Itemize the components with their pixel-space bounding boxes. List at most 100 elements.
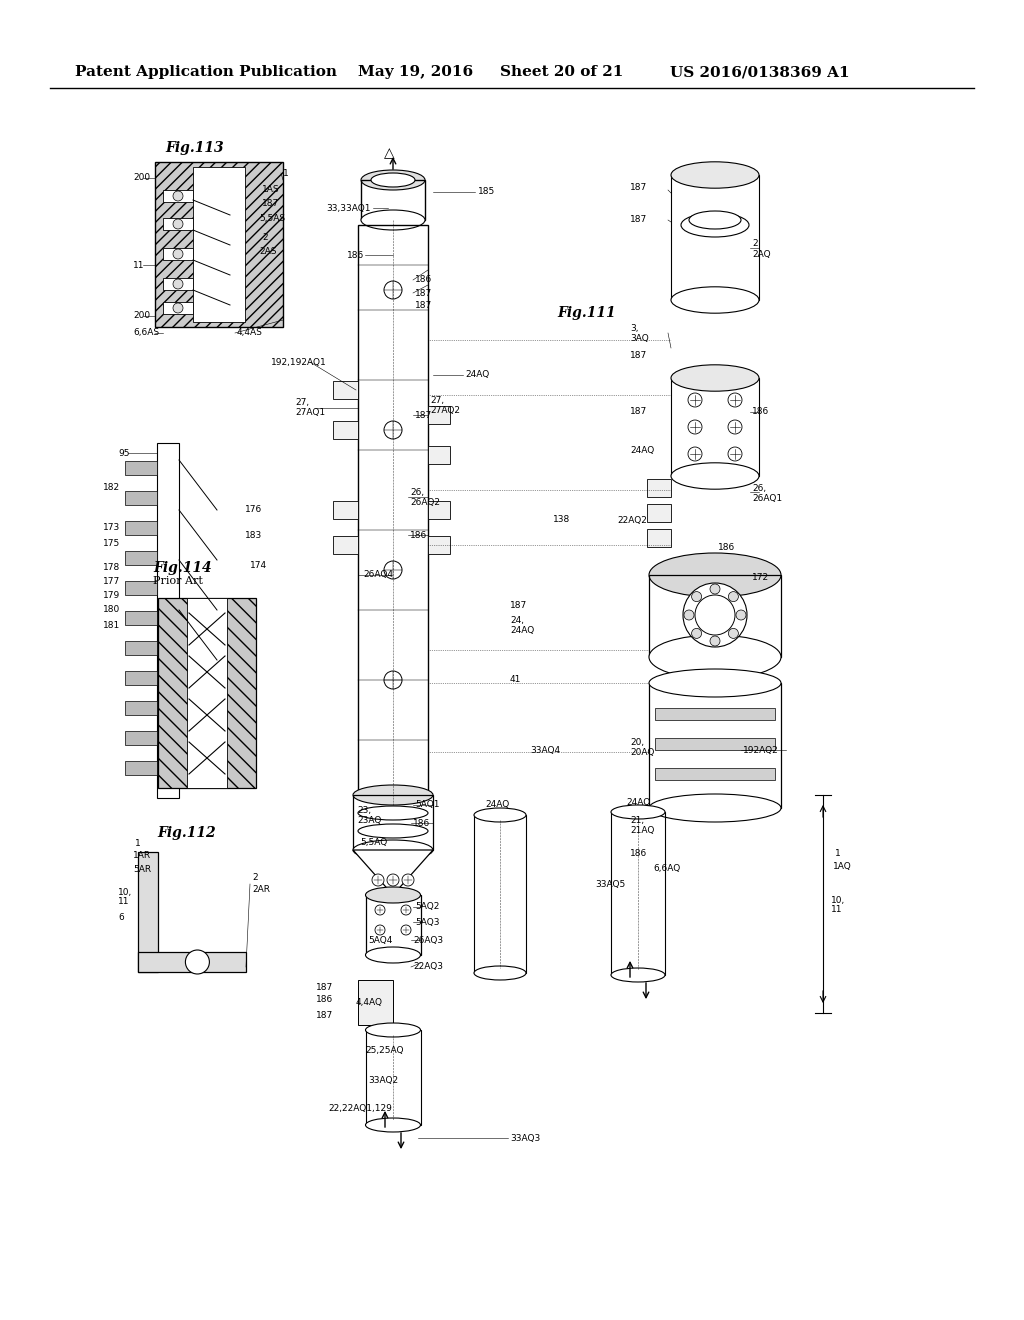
Ellipse shape [366,946,421,964]
Text: 192AQ2: 192AQ2 [743,746,778,755]
Text: 24AQ: 24AQ [485,800,509,809]
Text: 27AQ2: 27AQ2 [430,405,460,414]
Bar [163,302,193,314]
Text: 180: 180 [103,606,120,615]
Ellipse shape [358,807,428,820]
Circle shape [375,906,385,915]
Text: 192,192AQ1: 192,192AQ1 [271,358,327,367]
Text: 26,: 26, [410,487,424,496]
Text: 11: 11 [133,260,144,269]
Text: 33AQ2: 33AQ2 [368,1076,398,1085]
Text: 186: 186 [413,818,430,828]
Text: 6,6AQ: 6,6AQ [653,863,680,873]
Ellipse shape [649,635,781,678]
Text: 186: 186 [752,408,769,417]
Bar [428,502,450,519]
Circle shape [173,249,183,259]
Text: 24AQ: 24AQ [465,371,489,380]
Bar [649,576,781,657]
Text: 41: 41 [510,676,521,685]
Bar [611,812,665,975]
Ellipse shape [681,213,749,238]
Bar [655,768,775,780]
Ellipse shape [371,173,415,187]
Bar [163,248,193,260]
Ellipse shape [358,824,428,838]
Text: 10,: 10, [831,895,845,904]
Text: 178: 178 [103,564,120,573]
Text: 3AQ: 3AQ [630,334,649,342]
Text: 200: 200 [133,312,151,321]
Text: 6: 6 [118,913,124,923]
Bar [138,952,246,972]
Text: 183: 183 [245,532,262,540]
Circle shape [728,393,742,407]
Bar [474,814,526,973]
Circle shape [173,279,183,289]
Text: 187: 187 [316,1011,333,1019]
Bar [649,682,781,808]
Bar [125,642,157,655]
Ellipse shape [361,210,425,230]
Text: 186: 186 [415,276,432,285]
Text: 5AQ3: 5AQ3 [415,917,439,927]
Text: 27,: 27, [430,396,444,404]
Ellipse shape [366,1118,421,1133]
Text: 33,33AQ1: 33,33AQ1 [326,203,371,213]
Text: 11: 11 [831,906,843,915]
Ellipse shape [474,808,526,822]
Text: 181: 181 [103,620,120,630]
Text: 21AQ: 21AQ [630,825,654,834]
Bar [125,731,157,744]
Text: 5AQ1: 5AQ1 [415,800,439,809]
Ellipse shape [361,170,425,190]
Bar [193,168,245,322]
Text: 33AQ3: 33AQ3 [510,1134,541,1143]
Ellipse shape [611,968,665,982]
Circle shape [691,628,701,639]
Text: 24AQ: 24AQ [626,797,650,807]
Bar [353,795,433,850]
Text: 173: 173 [103,524,120,532]
Text: 4,4AS: 4,4AS [237,329,263,338]
Bar [358,224,428,795]
Circle shape [728,628,738,639]
Text: Sheet 20 of 21: Sheet 20 of 21 [500,65,624,79]
Circle shape [710,583,720,594]
Text: Prior Art: Prior Art [153,576,203,586]
Bar [155,162,283,327]
Bar [333,381,358,399]
Text: 5,5AQ: 5,5AQ [360,838,387,847]
Text: 186: 186 [410,531,427,540]
Circle shape [728,591,738,602]
Bar [655,708,775,719]
Bar [333,536,358,554]
Text: 2: 2 [252,874,258,883]
Text: 200: 200 [133,173,151,182]
Text: 174: 174 [250,561,267,569]
Circle shape [185,950,209,974]
Text: 187: 187 [316,983,333,993]
Bar [125,581,157,595]
Circle shape [173,219,183,228]
Circle shape [372,874,384,886]
Bar [333,421,358,440]
Ellipse shape [474,966,526,979]
Ellipse shape [611,805,665,818]
Text: 26,: 26, [752,483,766,492]
Circle shape [736,610,746,620]
Circle shape [728,447,742,461]
Text: 26AQ3: 26AQ3 [413,936,443,945]
Bar [125,701,157,715]
Bar [361,180,425,220]
Ellipse shape [366,887,421,903]
Circle shape [384,281,402,300]
Ellipse shape [671,364,759,391]
Bar [428,536,450,554]
Ellipse shape [671,162,759,189]
Bar [125,762,157,775]
Text: 185: 185 [478,187,496,197]
Bar [125,521,157,535]
Text: 22,22AQ1,129: 22,22AQ1,129 [328,1104,392,1113]
Circle shape [688,393,702,407]
